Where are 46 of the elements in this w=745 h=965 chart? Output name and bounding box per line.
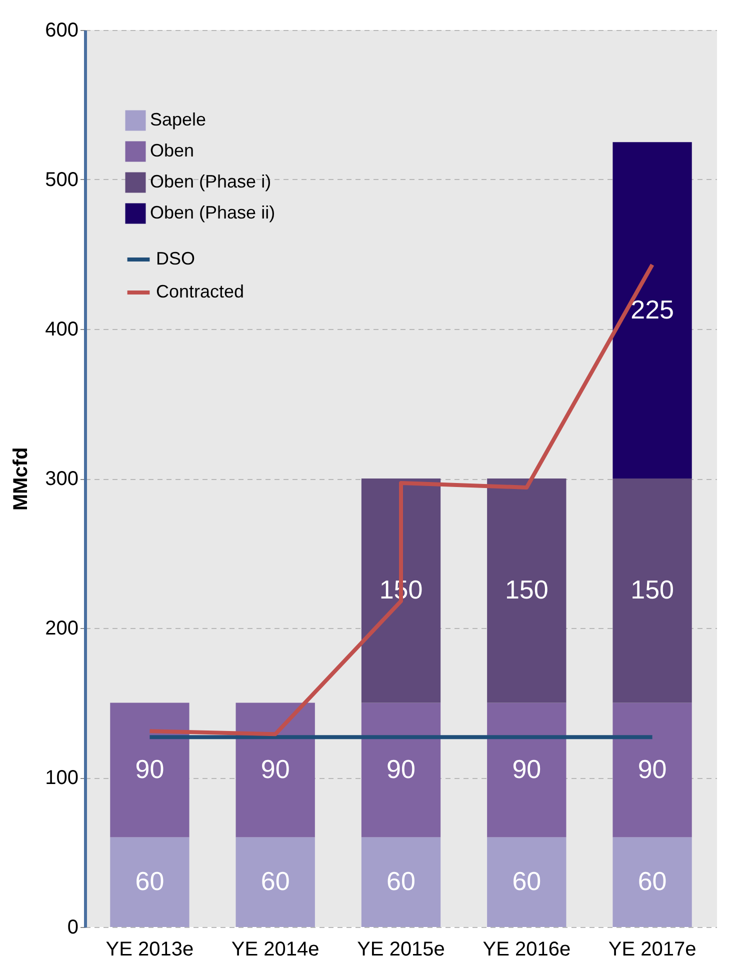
x-tick-label: YE 2017e (608, 938, 696, 960)
legend-label: Oben (150, 140, 194, 160)
bar (612, 142, 692, 478)
legend-label: DSO (156, 248, 196, 268)
legend-label: Contracted (156, 282, 244, 302)
data-label: 90 (135, 754, 164, 784)
data-label: 60 (512, 866, 542, 896)
bar (110, 837, 190, 927)
data-label: 150 (504, 574, 548, 605)
y-axis-title: MMcfd (10, 447, 32, 511)
bar (361, 478, 441, 703)
x-tick-label: YE 2014e (231, 938, 320, 960)
y-tick-label: 500 (45, 169, 78, 191)
bar (236, 837, 315, 927)
data-label: 60 (638, 866, 667, 896)
bar (361, 837, 441, 927)
bar (487, 837, 566, 927)
data-label: 90 (512, 754, 542, 784)
bar (236, 702, 315, 838)
y-tick-label: 0 (67, 916, 78, 938)
bar (361, 702, 441, 838)
y-tick-label: 600 (45, 20, 78, 42)
legend-label: Sapele (150, 110, 206, 130)
data-label: 60 (260, 866, 290, 896)
bar (612, 702, 692, 838)
data-label: 60 (135, 866, 164, 896)
bar (110, 702, 190, 838)
x-tick-label: YE 2013e (106, 938, 194, 960)
data-label: 90 (260, 754, 290, 784)
x-tick-label: YE 2015e (357, 938, 445, 960)
y-tick-label: 400 (45, 318, 78, 340)
data-label: 150 (630, 574, 674, 605)
bar (612, 478, 692, 703)
x-tick-label: YE 2016e (482, 938, 571, 960)
y-tick-label: 200 (45, 618, 78, 640)
legend-label: Oben (Phase i) (150, 172, 272, 192)
data-label: 90 (386, 754, 416, 784)
data-label: 90 (638, 754, 667, 784)
bar (487, 702, 566, 838)
bar (612, 837, 692, 927)
y-tick-label: 300 (45, 468, 78, 490)
legend-label: Oben (Phase ii) (150, 202, 276, 222)
y-tick-label: 100 (45, 767, 78, 789)
data-label: 60 (386, 866, 416, 896)
data-label: 225 (630, 294, 674, 324)
bar (487, 478, 566, 703)
